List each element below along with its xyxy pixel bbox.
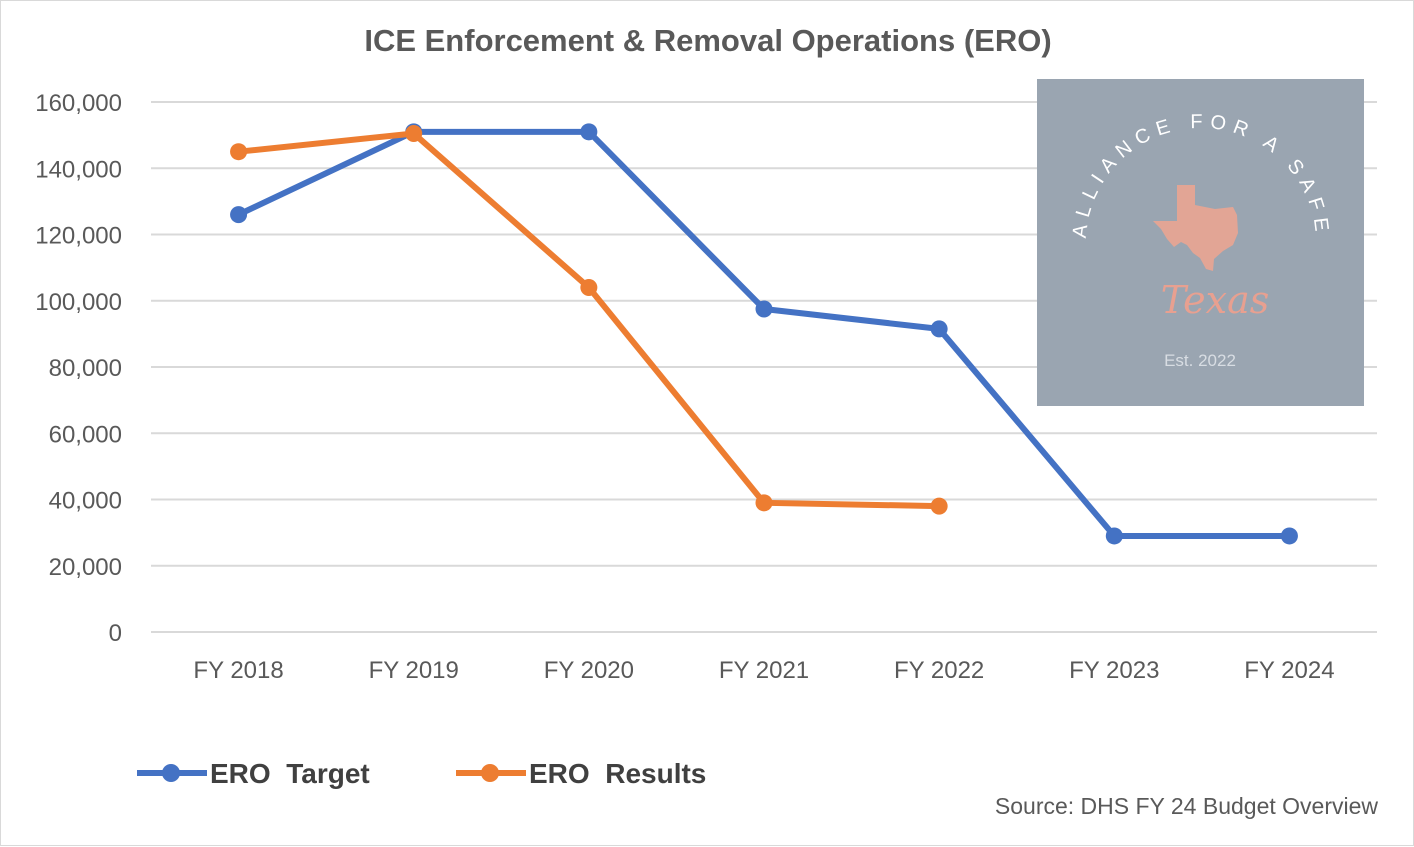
data-point (755, 494, 773, 512)
data-point (1280, 527, 1298, 545)
y-tick-label: 160,000 (35, 90, 122, 117)
x-tick-label: FY 2019 (369, 657, 459, 684)
legend-item-ero-target: ERO Target (137, 758, 370, 789)
legend-item-ero-results: ERO Results (456, 758, 706, 789)
legend-marker-ero-results (481, 764, 499, 782)
data-point (580, 123, 598, 141)
series-layer (230, 123, 1298, 545)
y-tick-label: 120,000 (35, 223, 122, 250)
x-tick-label: FY 2021 (719, 657, 809, 684)
x-tick-label: FY 2022 (894, 657, 984, 684)
watermark-badge: ALLIANCE FOR A SAFE Texas Est. 2022 (1037, 79, 1364, 406)
data-point (405, 124, 423, 142)
source-note: Source: DHS FY 24 Budget Overview (995, 793, 1378, 819)
y-tick-label: 60,000 (49, 421, 122, 448)
y-tick-label: 20,000 (49, 554, 122, 581)
data-point (1105, 527, 1123, 545)
legend-label-ero-results: ERO Results (529, 758, 706, 789)
y-tick-label: 0 (109, 620, 122, 647)
watermark-script-text: Texas (1161, 278, 1269, 322)
y-axis-ticks: 0 20,000 40,000 60,000 80,000 100,000 120,000 1… (35, 90, 122, 647)
watermark-est-text: Est. 2022 (1164, 351, 1236, 370)
data-point (930, 497, 948, 515)
texas-state-icon (1153, 185, 1238, 271)
y-tick-label: 40,000 (49, 488, 122, 515)
x-tick-label: FY 2020 (544, 657, 634, 684)
y-tick-label: 140,000 (35, 156, 122, 183)
data-point (930, 320, 948, 338)
legend-marker-ero-target (162, 764, 180, 782)
chart-legend: ERO Target ERO Results (137, 758, 706, 789)
data-point (230, 206, 248, 224)
data-point (230, 143, 248, 161)
x-tick-label: FY 2018 (193, 657, 283, 684)
data-point (755, 300, 773, 318)
chart-title: ICE Enforcement & Removal Operations (ER… (364, 23, 1051, 58)
legend-label-ero-target: ERO Target (210, 758, 370, 789)
x-tick-label: FY 2024 (1244, 657, 1334, 684)
y-tick-label: 100,000 (35, 289, 122, 316)
x-tick-label: FY 2023 (1069, 657, 1159, 684)
x-axis-ticks: FY 2018 FY 2019 FY 2020 FY 2021 FY 2022 FY 20… (193, 657, 1334, 684)
series-1 (230, 124, 948, 515)
y-tick-label: 80,000 (49, 355, 122, 382)
data-point (580, 279, 598, 296)
